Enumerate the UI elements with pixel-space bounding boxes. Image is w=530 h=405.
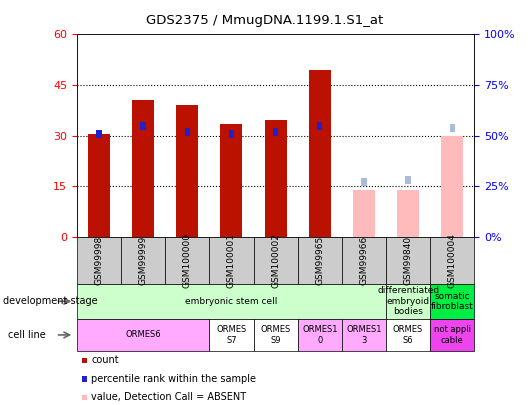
- Bar: [96, 130, 102, 138]
- Bar: [441, 136, 463, 237]
- Bar: [229, 130, 234, 138]
- Text: ORMES6: ORMES6: [125, 330, 161, 339]
- Bar: [220, 124, 243, 237]
- Text: ORMES1
3: ORMES1 3: [346, 325, 382, 345]
- Text: embryonic stem cell: embryonic stem cell: [186, 297, 278, 306]
- Text: ORMES
S7: ORMES S7: [216, 325, 246, 345]
- Text: count: count: [91, 356, 119, 365]
- Text: GSM100002: GSM100002: [271, 233, 280, 288]
- Bar: [353, 190, 375, 237]
- Text: GSM99998: GSM99998: [94, 236, 103, 285]
- Bar: [449, 124, 455, 132]
- Bar: [361, 178, 367, 186]
- Bar: [264, 121, 287, 237]
- Bar: [140, 122, 146, 130]
- Text: GSM99999: GSM99999: [139, 236, 147, 285]
- Text: somatic
fibroblast: somatic fibroblast: [431, 292, 474, 311]
- Bar: [88, 134, 110, 237]
- Bar: [176, 105, 198, 237]
- Bar: [308, 70, 331, 237]
- Text: GDS2375 / MmugDNA.1199.1.S1_at: GDS2375 / MmugDNA.1199.1.S1_at: [146, 14, 384, 27]
- Text: GSM99965: GSM99965: [315, 236, 324, 285]
- Bar: [132, 100, 154, 237]
- Text: development stage: development stage: [3, 296, 98, 306]
- Bar: [184, 128, 190, 136]
- Text: ORMES
S9: ORMES S9: [260, 325, 291, 345]
- Bar: [317, 122, 322, 130]
- Text: GSM100001: GSM100001: [227, 233, 236, 288]
- Text: GSM99966: GSM99966: [359, 236, 368, 285]
- Text: ORMES
S6: ORMES S6: [393, 325, 423, 345]
- Text: not appli
cable: not appli cable: [434, 325, 471, 345]
- Text: value, Detection Call = ABSENT: value, Detection Call = ABSENT: [91, 392, 246, 402]
- Text: GSM99840: GSM99840: [404, 236, 412, 285]
- Text: ORMES1
0: ORMES1 0: [302, 325, 338, 345]
- Text: GSM100000: GSM100000: [183, 233, 192, 288]
- Text: differentiated
embryoid
bodies: differentiated embryoid bodies: [377, 286, 439, 316]
- Bar: [405, 176, 411, 184]
- Bar: [273, 128, 278, 136]
- Text: cell line: cell line: [8, 330, 46, 340]
- Text: GSM100004: GSM100004: [448, 233, 457, 288]
- Text: percentile rank within the sample: percentile rank within the sample: [91, 374, 256, 384]
- Bar: [397, 190, 419, 237]
